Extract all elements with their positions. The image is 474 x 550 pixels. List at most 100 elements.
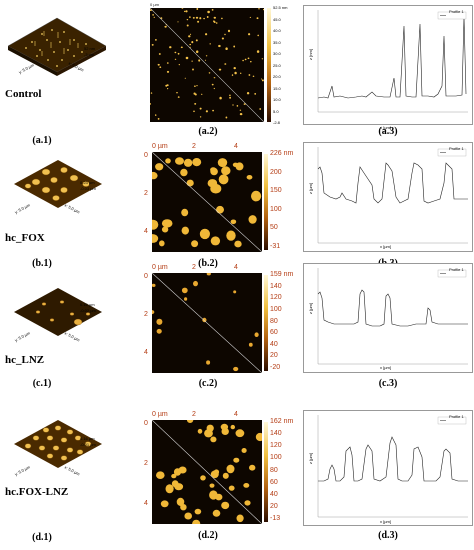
afm-particle: [171, 473, 177, 479]
afm-particle: [242, 59, 244, 62]
afm-particle: [189, 43, 191, 46]
afm-particle: [230, 424, 235, 430]
afm-particle: [219, 96, 222, 100]
afm-height-image-a: [150, 8, 264, 122]
afm-particle: [181, 287, 188, 294]
afm-particle: [254, 93, 257, 95]
afm-particle: [159, 240, 165, 247]
colorbar-ticks-b: 226 nm 200 150 100 50 -31: [270, 150, 294, 250]
afm-particle: [191, 41, 194, 44]
afm-particle: [191, 60, 193, 62]
afm-particle: [212, 109, 214, 112]
afm-particle: [248, 33, 251, 36]
afm-particle: [206, 16, 209, 18]
afm-particle: [259, 108, 262, 110]
afm-particle: [193, 110, 195, 113]
afm-particle: [183, 158, 193, 167]
afm-particle: [186, 24, 189, 27]
afm-particle: [193, 92, 196, 95]
afm-particle: [161, 226, 169, 233]
afm-particle: [208, 72, 211, 74]
afm-particle: [210, 436, 217, 443]
afm-particle: [218, 44, 221, 48]
afm-particle: [229, 94, 231, 97]
caption-a1: (a.1): [32, 135, 52, 146]
afm-particle: [225, 47, 228, 50]
afm-3d-view-c: [14, 288, 102, 336]
afm-particle: [196, 8, 199, 10]
afm-particle: [222, 472, 229, 479]
afm-particle: [207, 179, 218, 188]
afm-particle: [249, 16, 252, 18]
afm-particle: [194, 508, 202, 515]
afm-particle: [206, 360, 211, 365]
afm-particle: [250, 61, 252, 63]
profile-xlabel-d: x [µm]: [380, 519, 391, 524]
iso-height-min-a: -3 nm: [84, 52, 95, 57]
afm-particle: [230, 219, 237, 225]
caption-d3: (d.3): [378, 530, 398, 541]
afm-particle: [231, 74, 234, 76]
afm-particle: [206, 273, 211, 276]
afm-particle: [240, 72, 242, 75]
afm-particle: [184, 297, 188, 301]
afm-particle: [195, 16, 199, 19]
afm-particle: [201, 93, 203, 95]
caption-b1: (b.1): [32, 258, 52, 269]
afm-particle: [166, 70, 170, 73]
afm-particle: [202, 317, 207, 323]
profile-legend-d: Profile 1: [449, 414, 464, 419]
afm-particle: [175, 157, 184, 165]
profile-xlabel-b: x [µm]: [380, 244, 391, 249]
profile-ylabel-c: z [µm]: [307, 303, 313, 314]
afm-particle: [218, 68, 222, 71]
afm-particle: [244, 500, 251, 506]
afm-particle: [171, 480, 179, 488]
iso-height-max-b: 0.23 µm: [80, 180, 95, 185]
afm-particle: [180, 168, 188, 177]
afm-particle: [192, 68, 194, 71]
afm-particle: [165, 158, 171, 164]
afm-particle: [256, 17, 259, 20]
afm-particle: [173, 468, 182, 476]
afm-particle: [152, 219, 159, 230]
afm-particle: [205, 110, 208, 113]
profile-plot-c: [303, 263, 473, 373]
afm-particle: [174, 51, 177, 54]
afm-particle: [221, 501, 230, 510]
afm-particle: [184, 10, 186, 13]
afm-particle: [155, 114, 157, 116]
afm-particle: [205, 55, 208, 57]
colorbar-ticks-a: 52.5 nm 45.0 40.0 35.0 30.0 25.0 20.0 15…: [273, 5, 288, 125]
afm-particle: [185, 56, 189, 60]
afm-particle: [186, 19, 189, 21]
afm-particle: [233, 290, 237, 294]
afm-particle: [158, 53, 161, 55]
afm-particle: [210, 167, 218, 176]
afm-particle: [227, 29, 231, 33]
afm-particle: [232, 162, 239, 167]
colorbar-ticks-c: 159 nm 140 120 100 80 60 40 20 -20: [270, 271, 294, 371]
afm-height-image-c: [152, 273, 262, 373]
afm-particle: [209, 483, 215, 488]
profile-ylabel-b: z [µm]: [307, 183, 313, 194]
profile-xlabel-c: x [µm]: [380, 365, 391, 370]
afm-particle: [248, 342, 253, 347]
afm-height-image-b: [152, 152, 262, 252]
afm-particle: [221, 166, 231, 176]
afm-particle: [167, 88, 169, 90]
afm-particle: [211, 9, 214, 11]
afm-particle: [153, 16, 155, 18]
afm-particle: [161, 219, 173, 228]
afm-particle: [213, 469, 220, 475]
afm-particle: [180, 46, 183, 49]
afm-3d-view-b: [14, 160, 102, 208]
afm-particle: [234, 71, 237, 75]
caption-d2: (d.2): [198, 530, 218, 541]
afm-particle: [192, 158, 202, 167]
iso-height-max-d: 0.16 µm: [80, 436, 95, 441]
afm-particle: [244, 58, 247, 61]
colorbar-b: [264, 154, 268, 250]
profile-plot-a: [303, 5, 473, 125]
afm-particle: [184, 512, 192, 520]
